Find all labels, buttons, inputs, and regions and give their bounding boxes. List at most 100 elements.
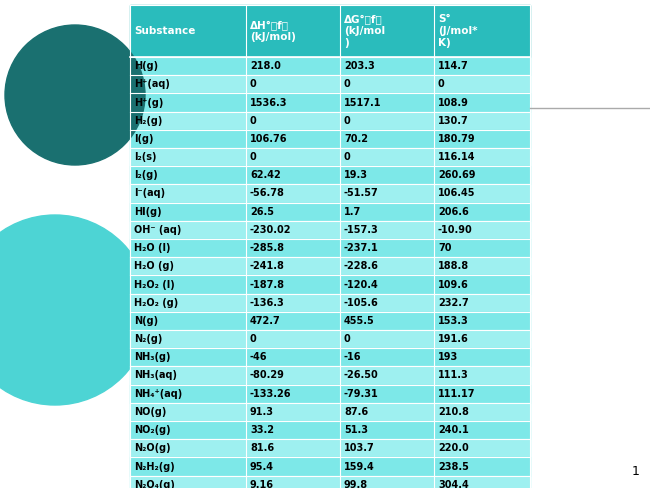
Text: HI(g): HI(g) (134, 207, 162, 217)
Bar (434, 476, 530, 488)
Text: 70.2: 70.2 (344, 134, 368, 144)
Text: 203.3: 203.3 (344, 61, 375, 71)
Text: 0: 0 (344, 152, 351, 162)
Text: 232.7: 232.7 (438, 298, 469, 308)
Text: 0: 0 (344, 116, 351, 126)
Bar (246, 366, 340, 385)
Bar (130, 257, 246, 275)
Text: 188.8: 188.8 (438, 261, 469, 271)
Text: 0: 0 (250, 79, 257, 89)
Bar (434, 403, 530, 421)
Text: -105.6: -105.6 (344, 298, 379, 308)
Bar (434, 421, 530, 439)
Bar (340, 366, 434, 385)
Bar (130, 439, 246, 457)
Text: 193: 193 (438, 352, 458, 362)
Bar (340, 166, 434, 184)
Bar (434, 330, 530, 348)
Bar (340, 130, 434, 148)
Text: 81.6: 81.6 (250, 443, 274, 453)
Bar (434, 439, 530, 457)
Bar (340, 75, 434, 93)
Text: I₂(g): I₂(g) (134, 170, 158, 180)
Bar (434, 148, 530, 166)
Text: ΔH°⁦f⁩
(kJ/mol): ΔH°⁦f⁩ (kJ/mol) (250, 20, 296, 42)
Bar (340, 457, 434, 476)
Bar (434, 239, 530, 257)
Bar (434, 166, 530, 184)
Bar (246, 148, 340, 166)
Bar (434, 93, 530, 112)
Bar (246, 294, 340, 312)
Bar (130, 403, 246, 421)
Bar (434, 312, 530, 330)
Text: N₂H₂(g): N₂H₂(g) (134, 462, 175, 471)
Text: 0: 0 (438, 79, 445, 89)
Text: 1.7: 1.7 (344, 207, 361, 217)
Text: 106.76: 106.76 (250, 134, 287, 144)
Text: -51.57: -51.57 (344, 188, 379, 199)
Bar (246, 439, 340, 457)
Bar (246, 57, 340, 75)
Text: NH₃(g): NH₃(g) (134, 352, 170, 362)
Bar (434, 294, 530, 312)
Bar (130, 148, 246, 166)
Text: -120.4: -120.4 (344, 280, 379, 289)
Text: 210.8: 210.8 (438, 407, 469, 417)
Text: H⁺(g): H⁺(g) (134, 98, 163, 107)
Text: NO(g): NO(g) (134, 407, 166, 417)
Text: 206.6: 206.6 (438, 207, 469, 217)
Bar (434, 184, 530, 203)
Bar (340, 93, 434, 112)
Text: 191.6: 191.6 (438, 334, 469, 344)
Text: N₂(g): N₂(g) (134, 334, 162, 344)
Text: 240.1: 240.1 (438, 425, 469, 435)
Bar (130, 385, 246, 403)
Bar (130, 5, 246, 57)
Text: I(g): I(g) (134, 134, 153, 144)
Text: 111.17: 111.17 (438, 389, 476, 399)
Text: 109.6: 109.6 (438, 280, 469, 289)
Bar (130, 312, 246, 330)
Bar (340, 294, 434, 312)
Text: 19.3: 19.3 (344, 170, 368, 180)
Bar (246, 421, 340, 439)
Bar (246, 166, 340, 184)
Text: H₂O (g): H₂O (g) (134, 261, 174, 271)
Text: 9.16: 9.16 (250, 480, 274, 488)
Text: 1517.1: 1517.1 (344, 98, 382, 107)
Bar (340, 403, 434, 421)
Bar (340, 184, 434, 203)
Bar (130, 275, 246, 294)
Bar (340, 257, 434, 275)
Bar (340, 312, 434, 330)
Text: -79.31: -79.31 (344, 389, 379, 399)
Bar (246, 312, 340, 330)
Text: OH⁻ (aq): OH⁻ (aq) (134, 225, 181, 235)
Text: I₂(s): I₂(s) (134, 152, 157, 162)
Text: 1: 1 (632, 465, 640, 478)
Text: -241.8: -241.8 (250, 261, 285, 271)
Text: -26.50: -26.50 (344, 370, 379, 381)
Text: -230.02: -230.02 (250, 225, 291, 235)
Text: H₂O₂ (g): H₂O₂ (g) (134, 298, 178, 308)
Text: H₂O (l): H₂O (l) (134, 243, 170, 253)
Bar (130, 112, 246, 130)
Bar (434, 257, 530, 275)
Text: 218.0: 218.0 (250, 61, 281, 71)
Bar (246, 385, 340, 403)
Bar (434, 221, 530, 239)
Bar (340, 385, 434, 403)
Text: 99.8: 99.8 (344, 480, 368, 488)
Text: 33.2: 33.2 (250, 425, 274, 435)
Text: 26.5: 26.5 (250, 207, 274, 217)
Bar (130, 366, 246, 385)
Bar (434, 57, 530, 75)
Bar (130, 348, 246, 366)
Bar (340, 421, 434, 439)
Text: -285.8: -285.8 (250, 243, 285, 253)
Bar (340, 275, 434, 294)
Bar (434, 130, 530, 148)
Bar (340, 330, 434, 348)
Bar (130, 239, 246, 257)
